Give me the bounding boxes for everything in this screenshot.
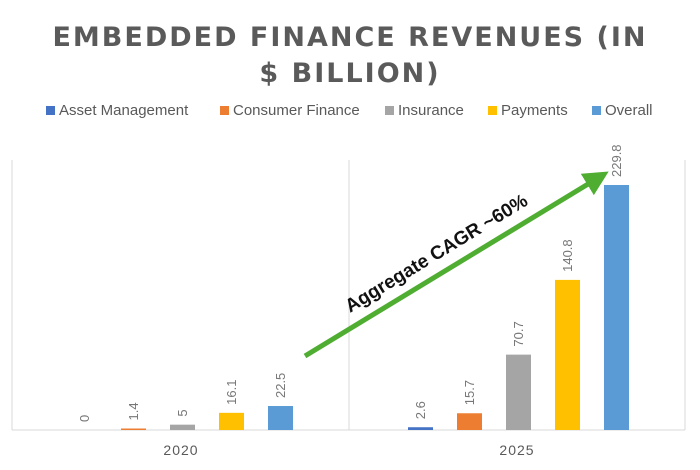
- bar: [457, 413, 482, 430]
- data-label: 229.8: [609, 144, 624, 177]
- legend-label: Payments: [501, 102, 568, 119]
- bar: [219, 412, 244, 430]
- legend: Asset Management Consumer Finance Insuranc…: [46, 102, 653, 119]
- data-label: 5: [175, 409, 190, 416]
- x-tick-label: 2020: [163, 442, 198, 458]
- legend-label: Consumer Finance: [233, 102, 360, 119]
- bar: [555, 279, 580, 430]
- x-tick-label: 2025: [499, 442, 534, 458]
- legend-label: Insurance: [398, 102, 464, 119]
- legend-swatch: [220, 106, 229, 115]
- x-axis-ticks: 2020 2025: [163, 442, 534, 458]
- value-labels: 0 1.4 5 16.1 22.5 2.6 15.7 70.7 140.8 229.8: [77, 144, 624, 422]
- bar: [170, 424, 195, 430]
- data-label: 16.1: [224, 380, 239, 405]
- cagr-arrow: [303, 171, 609, 359]
- legend-swatch: [385, 106, 394, 115]
- cagr-label: Aggregate CAGR ~60%: [342, 190, 532, 317]
- data-label: 15.7: [462, 380, 477, 405]
- legend-label: Asset Management: [59, 102, 189, 119]
- legend-label: Overall: [605, 102, 653, 119]
- data-label: 1.4: [126, 402, 141, 420]
- bar: [604, 185, 629, 430]
- data-label: 0: [77, 415, 92, 422]
- data-label: 140.8: [560, 239, 575, 272]
- bar: [121, 428, 146, 430]
- data-label: 22.5: [273, 373, 288, 398]
- chart-title-line-2: $ BILLION): [259, 58, 440, 89]
- bars: [121, 185, 629, 430]
- bar: [506, 354, 531, 430]
- data-label: 2.6: [413, 401, 428, 419]
- legend-swatch: [488, 106, 497, 115]
- bar: [268, 406, 293, 430]
- legend-swatch: [592, 106, 601, 115]
- legend-swatch: [46, 106, 55, 115]
- bar: [408, 427, 433, 430]
- data-label: 70.7: [511, 321, 526, 346]
- chart-title-line-1: EMBEDDED FINANCE REVENUES (IN: [52, 22, 647, 53]
